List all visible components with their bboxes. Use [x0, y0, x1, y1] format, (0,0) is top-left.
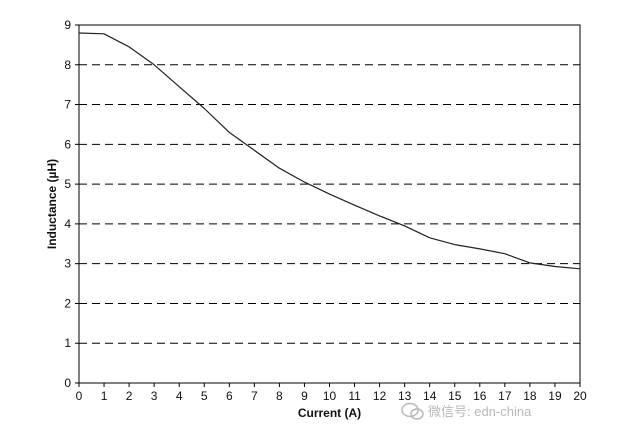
x-tick-label-4: 4: [176, 389, 183, 403]
y-tick-label-6: 6: [64, 137, 71, 151]
x-tick-label-14: 14: [423, 389, 437, 403]
y-tick-label-8: 8: [64, 58, 71, 72]
x-tick-label-13: 13: [398, 389, 412, 403]
x-axis-title: Current (A): [298, 406, 361, 420]
x-tick-label-18: 18: [523, 389, 537, 403]
x-tick-label-8: 8: [276, 389, 283, 403]
x-tick-label-11: 11: [348, 389, 361, 403]
y-tick-label-9: 9: [64, 18, 71, 32]
y-axis-title: Inductance (µH): [45, 159, 59, 249]
gridlines: [79, 64, 580, 344]
wechat-icon: [401, 402, 424, 420]
x-tick-label-17: 17: [498, 389, 512, 403]
watermark: 微信号: edn-china: [401, 402, 532, 420]
y-tick-label-2: 2: [64, 296, 71, 310]
y-tick-label-3: 3: [64, 257, 71, 271]
x-tick-label-0: 0: [76, 389, 83, 403]
series-layer: [78, 32, 581, 270]
x-tick-label-3: 3: [151, 389, 158, 403]
y-tick-label-1: 1: [64, 336, 71, 350]
x-tick-label-2: 2: [126, 389, 133, 403]
x-axis: 0 1 2 3 4 5 6 7 8 9 10 11 12 13 14 15 16 17 18 19 20: [76, 383, 587, 403]
y-tick-label-5: 5: [64, 177, 71, 191]
x-tick-label-15: 15: [448, 389, 462, 403]
x-tick-label-6: 6: [226, 389, 233, 403]
x-tick-label-1: 1: [101, 389, 108, 403]
x-tick-label-9: 9: [301, 389, 308, 403]
x-tick-label-10: 10: [323, 389, 337, 403]
plot-area: [78, 24, 581, 384]
x-tick-label-19: 19: [548, 389, 562, 403]
x-tick-label-20: 20: [573, 389, 587, 403]
x-tick-label-5: 5: [201, 389, 208, 403]
y-tick-label-0: 0: [64, 376, 71, 390]
x-tick-label-7: 7: [251, 389, 258, 403]
y-axis: 0 1 2 3 4 5 6 7 8 9: [64, 18, 79, 390]
series-line-0: [78, 32, 581, 270]
x-tick-label-16: 16: [473, 389, 487, 403]
y-tick-label-4: 4: [64, 217, 71, 231]
watermark-text: 微信号: edn-china: [428, 404, 532, 419]
y-tick-label-7: 7: [64, 98, 71, 112]
x-tick-label-12: 12: [373, 389, 387, 403]
